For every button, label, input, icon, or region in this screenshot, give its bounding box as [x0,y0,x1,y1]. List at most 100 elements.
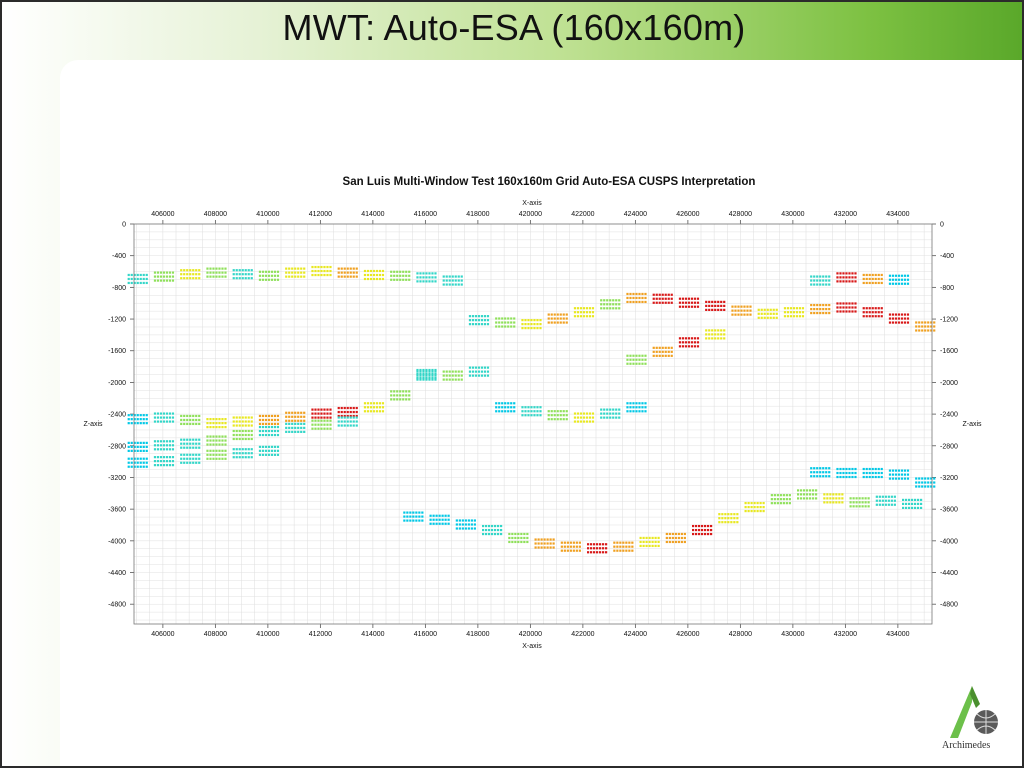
data-point [165,412,169,415]
data-point [198,453,201,456]
data-point [139,445,142,448]
data-point [798,315,802,318]
data-point [825,303,828,307]
data-point [717,308,720,311]
logo-text: Archimedes [942,740,991,751]
data-point [543,546,546,549]
data-point [615,299,618,302]
data-point [434,276,437,279]
data-point [352,410,355,414]
data-point [839,467,842,471]
data-point [297,275,300,278]
data-point [180,461,183,464]
data-point [565,313,568,316]
data-point [340,271,343,274]
data-point [644,402,647,405]
data-point [136,422,139,425]
data-point [731,313,734,316]
data-point [717,333,720,336]
data-point [750,509,753,513]
data-point [822,311,825,315]
data-point [355,416,358,419]
data-point [491,528,494,532]
data-point [198,277,201,280]
data-point [156,275,160,278]
data-point [576,311,580,314]
data-point [527,410,530,413]
data-point [247,452,250,455]
data-point [171,440,175,443]
data-point [693,341,697,344]
data-point [681,337,685,340]
data-point [678,301,682,304]
data-point [812,489,815,492]
y-tick-label-left: -2400 [108,412,126,419]
data-point [788,502,791,505]
data-point [836,310,839,313]
data-point [416,372,419,376]
data-point [416,276,419,279]
data-point [156,416,160,419]
data-point [871,307,874,310]
data-point [723,308,726,311]
data-point [425,378,428,381]
data-point [810,467,813,470]
data-point [533,319,536,322]
data-point [681,345,685,348]
data-point [836,276,839,279]
data-point [168,464,172,467]
data-point [848,302,851,305]
data-point [670,297,673,300]
data-point [681,301,685,304]
data-point [537,542,540,545]
data-point [921,477,924,480]
data-point [547,418,550,421]
data-point [323,265,326,269]
data-point [585,315,589,318]
data-point [488,524,491,528]
data-point [212,443,215,446]
data-point [460,283,463,286]
data-point [244,437,247,441]
data-point [477,319,481,322]
data-point [264,274,268,277]
data-point [897,321,901,324]
data-point [855,497,858,500]
data-point [591,416,595,419]
data-point [291,430,294,433]
data-point [346,267,349,270]
data-point [340,416,343,419]
data-point [858,497,861,500]
data-point [582,307,586,310]
data-point [841,493,844,496]
data-point [603,408,606,411]
data-point [258,418,262,422]
data-point [189,418,192,422]
data-point [180,269,183,272]
data-point [661,293,664,296]
data-point [563,545,566,548]
data-point [825,467,828,470]
data-point [836,471,839,475]
data-point [526,536,529,540]
data-point [162,412,166,415]
y-tick-label-right: -4800 [940,602,958,609]
data-point [195,414,198,418]
data-point [183,418,186,422]
data-point [825,311,828,315]
data-point [346,410,349,414]
data-point [369,410,373,413]
data-point [366,273,370,277]
data-point [880,311,883,314]
data-point [585,412,589,415]
data-point [603,303,606,306]
data-point [836,272,839,275]
data-point [139,418,142,421]
data-point [145,414,148,417]
data-point [425,372,428,376]
data-point [588,412,592,415]
data-point [825,279,828,282]
data-point [756,501,759,505]
x-tick-label-bottom: 416000 [414,631,437,638]
data-point [842,306,845,309]
